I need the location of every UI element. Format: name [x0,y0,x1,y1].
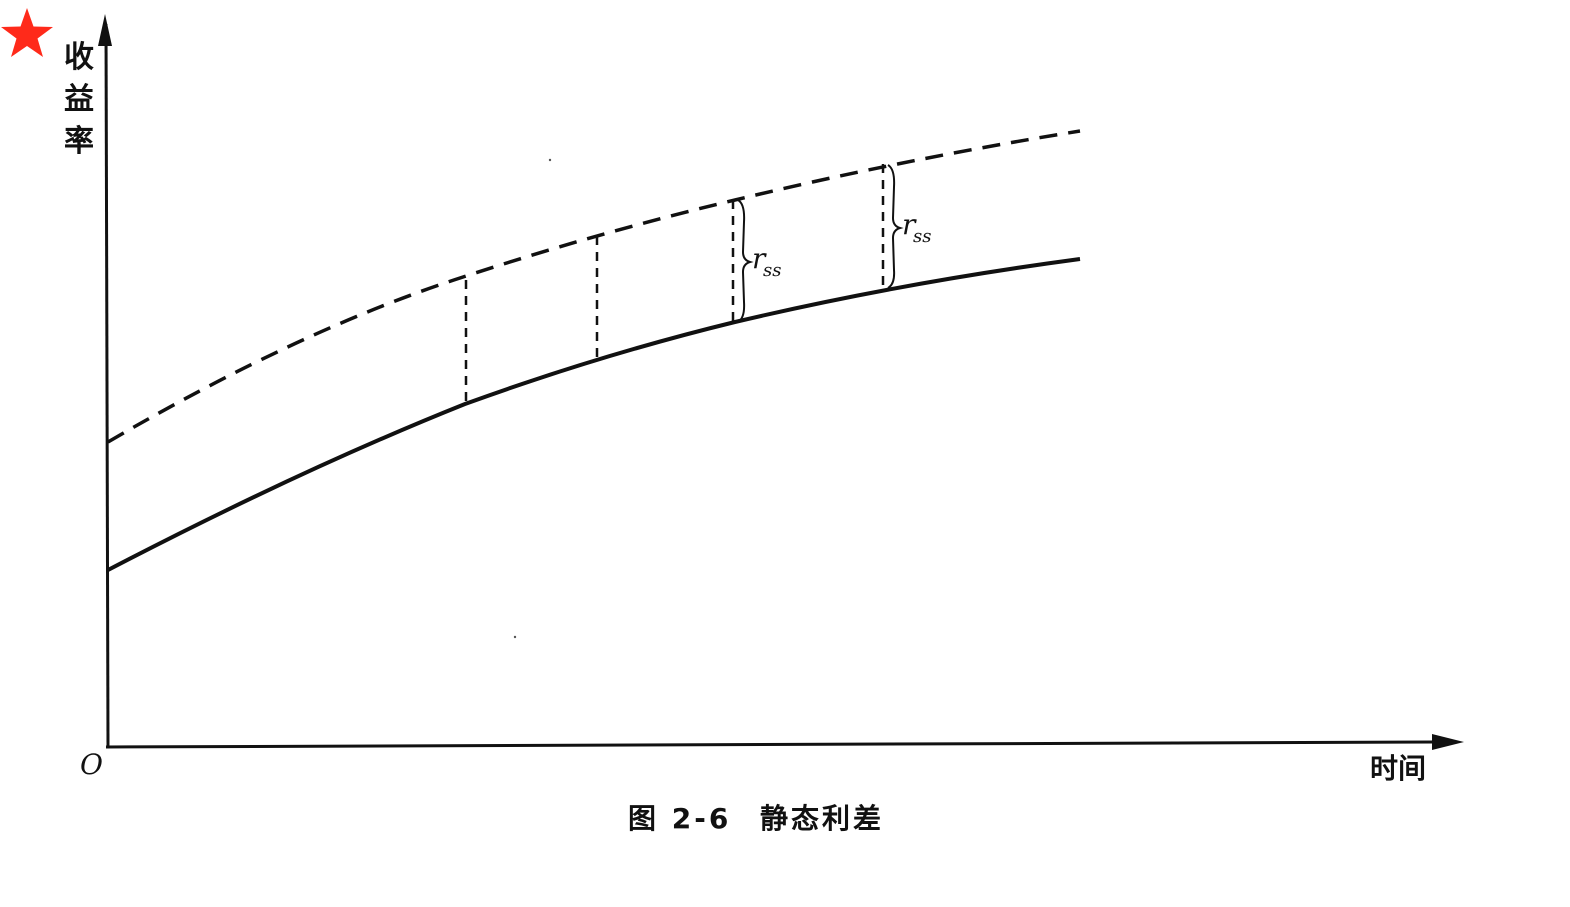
y-axis-label: 收 益 率 [64,40,94,159]
spread-label-1: r ss [752,242,781,281]
solid-yield-curve [107,257,1081,572]
red-star-icon [1,8,53,57]
spread-brace-1 [737,199,754,323]
y-axis-label-char-1: 收 [64,40,94,75]
y-axis [104,23,110,749]
spread-label-2: r ss [902,208,931,247]
spread-brace-2 [887,164,904,289]
spread-label-2-main: r [902,208,917,241]
scan-speck [513,635,517,639]
x-axis-label: 时间 [1370,752,1426,785]
spread-label-1-sub: ss [763,260,781,281]
y-axis-label-char-2: 益 [64,82,94,117]
x-axis-arrowhead [1432,734,1464,750]
y-axis-label-char-3: 率 [64,124,94,159]
x-axis [105,740,1437,749]
figure-title: 静态利差 [760,802,884,835]
figure-number: 图 2-6 [628,802,731,835]
spread-label-1-main: r [752,242,767,275]
dashed-yield-curve [107,129,1081,444]
spread-label-2-sub: ss [913,226,931,247]
scan-speck [548,158,552,162]
y-axis-arrowhead [98,14,112,46]
origin-label: O [80,748,103,781]
